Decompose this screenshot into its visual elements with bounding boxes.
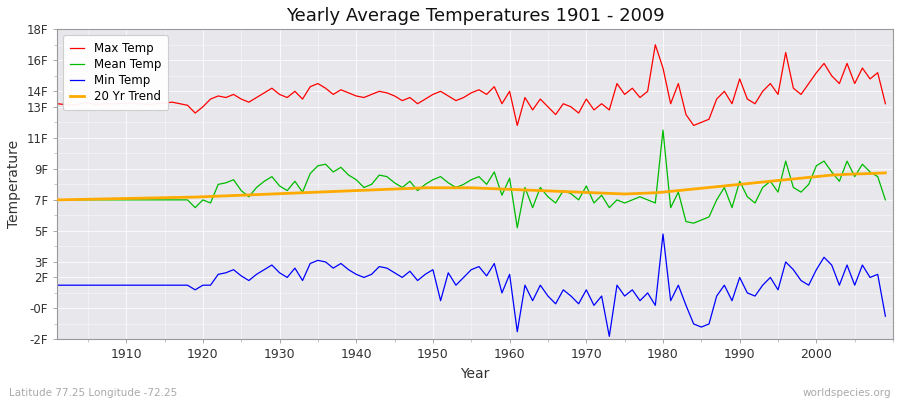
Mean Temp	[504, 176, 515, 180]
20 Yr Trend	[497, 187, 508, 192]
Min Temp	[658, 232, 669, 236]
Min Temp	[282, 275, 292, 280]
Min Temp	[604, 334, 615, 339]
Min Temp	[497, 290, 508, 295]
Min Temp	[596, 294, 607, 298]
Line: Min Temp: Min Temp	[58, 234, 886, 336]
Legend: Max Temp, Mean Temp, Min Temp, 20 Yr Trend: Max Temp, Mean Temp, Min Temp, 20 Yr Tre…	[63, 35, 168, 110]
Mean Temp	[880, 198, 891, 202]
Max Temp	[113, 101, 124, 106]
Max Temp	[282, 95, 292, 100]
20 Yr Trend	[504, 187, 515, 192]
Text: worldspecies.org: worldspecies.org	[803, 388, 891, 398]
Line: Max Temp: Max Temp	[58, 45, 886, 126]
X-axis label: Year: Year	[461, 367, 490, 381]
Max Temp	[604, 108, 615, 112]
Min Temp	[328, 266, 338, 270]
Mean Temp	[113, 198, 124, 202]
Mean Temp	[512, 226, 523, 230]
20 Yr Trend	[880, 170, 891, 175]
Mean Temp	[328, 170, 338, 174]
Y-axis label: Temperature: Temperature	[7, 140, 21, 228]
20 Yr Trend	[282, 191, 292, 196]
Max Temp	[328, 92, 338, 97]
Text: Latitude 77.25 Longitude -72.25: Latitude 77.25 Longitude -72.25	[9, 388, 177, 398]
20 Yr Trend	[596, 191, 607, 196]
Mean Temp	[604, 205, 615, 210]
Min Temp	[113, 283, 124, 288]
Max Temp	[497, 101, 508, 106]
Max Temp	[512, 123, 523, 128]
Max Temp	[504, 89, 515, 94]
Min Temp	[880, 314, 891, 319]
Mean Temp	[52, 198, 63, 202]
Line: 20 Yr Trend: 20 Yr Trend	[58, 173, 886, 200]
20 Yr Trend	[328, 189, 338, 194]
Max Temp	[650, 42, 661, 47]
Max Temp	[52, 101, 63, 106]
Max Temp	[880, 101, 891, 106]
Min Temp	[504, 272, 515, 277]
20 Yr Trend	[113, 196, 124, 201]
Mean Temp	[282, 188, 292, 193]
Line: Mean Temp: Mean Temp	[58, 130, 886, 228]
20 Yr Trend	[52, 198, 63, 202]
Mean Temp	[497, 193, 508, 198]
Min Temp	[52, 283, 63, 288]
Title: Yearly Average Temperatures 1901 - 2009: Yearly Average Temperatures 1901 - 2009	[286, 7, 664, 25]
Mean Temp	[658, 128, 669, 132]
